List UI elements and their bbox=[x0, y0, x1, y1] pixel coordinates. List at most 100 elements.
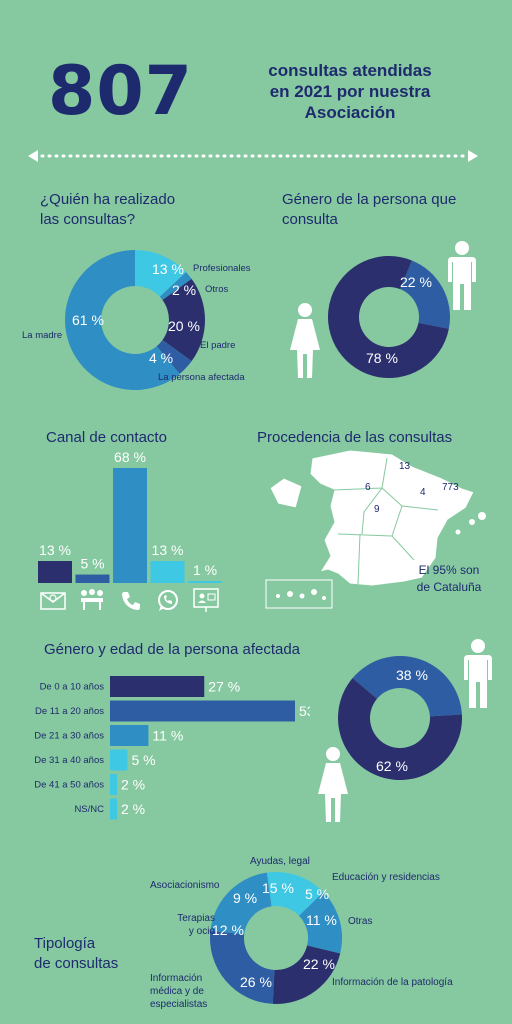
map-number: 4 bbox=[420, 487, 426, 498]
title-line: Género de la persona que bbox=[282, 191, 457, 208]
section-title-tipologia: Tipología de consultas bbox=[34, 934, 118, 974]
pct-label: 62 % bbox=[376, 758, 408, 774]
donut-slice bbox=[304, 909, 342, 954]
section-title-procedencia: Procedencia de las consultas bbox=[257, 429, 453, 446]
pct-label: 12 % bbox=[212, 922, 244, 938]
bar-chart-edad: De 0 a 10 años 27 % De 11 a 20 años 53 % De … bbox=[34, 676, 310, 820]
pct-label: 5 % bbox=[305, 886, 330, 902]
bar-value-label: 13 % bbox=[39, 542, 71, 558]
bar bbox=[75, 574, 110, 583]
donut-slice bbox=[338, 678, 462, 780]
bar bbox=[110, 725, 149, 746]
note-line: de Cataluña bbox=[416, 580, 482, 594]
bar-category-label: De 21 a 30 años bbox=[34, 731, 104, 742]
video-call-icon bbox=[193, 588, 219, 612]
donut-chart-edad bbox=[338, 656, 462, 780]
pct-label: 15 % bbox=[262, 880, 294, 896]
slice-label: Terapias y ocio bbox=[177, 913, 215, 937]
donut-slice bbox=[162, 278, 205, 362]
section-title-edad: Género y edad de la persona afectada bbox=[44, 641, 301, 658]
bar bbox=[110, 700, 295, 722]
bar-category-label: De 0 a 10 años bbox=[40, 682, 105, 693]
title-line: Tipología bbox=[34, 935, 96, 952]
pct-label: 22 % bbox=[400, 274, 432, 290]
donut-slice bbox=[159, 272, 192, 301]
meeting-icon bbox=[81, 589, 103, 610]
phone-icon bbox=[122, 592, 140, 610]
bar-category-label: De 41 a 50 años bbox=[34, 780, 104, 791]
bar-value-label: 1 % bbox=[193, 562, 217, 578]
bar-value-label: 2 % bbox=[121, 777, 145, 793]
donut-slice bbox=[352, 656, 462, 717]
slice-label: Asociacionismo bbox=[150, 880, 220, 891]
male-icon bbox=[464, 639, 492, 708]
pct-label: 9 % bbox=[233, 890, 258, 906]
pct-label: 20 % bbox=[168, 318, 200, 334]
donut-slice bbox=[299, 892, 336, 924]
pct-label: 4 % bbox=[149, 350, 174, 366]
bar-value-label: 53 % bbox=[299, 703, 310, 719]
bar-category-label: De 11 a 20 años bbox=[35, 706, 104, 717]
email-icon bbox=[40, 592, 66, 610]
pct-label: 22 % bbox=[303, 956, 335, 972]
title-line: ¿Quién ha realizado bbox=[40, 191, 176, 208]
pct-label: 13 % bbox=[152, 261, 184, 277]
bar-value-label: 2 % bbox=[121, 801, 145, 817]
note-line: El 95% son bbox=[418, 563, 480, 577]
slice-label: Información de la patología bbox=[332, 977, 453, 988]
section-title-canal: Canal de contacto bbox=[46, 429, 167, 446]
bar-category-label: De 31 a 40 años bbox=[34, 755, 104, 766]
donut-slice bbox=[233, 872, 272, 914]
donut-slice bbox=[65, 250, 180, 390]
female-icon bbox=[318, 747, 348, 822]
donut-chart-genero bbox=[328, 256, 450, 378]
bar-chart-canal: 13 % 5 % 68 % 13 % 1 % bbox=[38, 449, 222, 583]
bar bbox=[110, 774, 117, 795]
pct-label: 11 % bbox=[306, 912, 337, 928]
dotted-arrow-divider bbox=[28, 150, 478, 162]
donut-slice bbox=[266, 872, 324, 916]
arrow-left-icon bbox=[28, 150, 38, 162]
donut-slice bbox=[400, 260, 450, 329]
pct-label: 78 % bbox=[366, 350, 398, 366]
headline-line: en 2021 por nuestra bbox=[269, 82, 431, 101]
slice-label: Otros bbox=[205, 284, 229, 295]
headline-line: Asociación bbox=[304, 103, 396, 122]
procedencia-note: El 95% son de Cataluña bbox=[404, 562, 494, 596]
bar-value-label: 5 % bbox=[131, 752, 155, 768]
slice-label: Otras bbox=[348, 916, 373, 927]
section-title-genero: Género de la persona que consulta bbox=[282, 190, 456, 230]
bar bbox=[110, 749, 128, 771]
whatsapp-icon bbox=[158, 590, 178, 611]
slice-label: Información médica y de especialistas bbox=[150, 973, 208, 1010]
slice-label: Profesionales bbox=[193, 263, 251, 274]
donut-slice bbox=[135, 250, 187, 297]
pct-label: 26 % bbox=[240, 974, 272, 990]
donut-slice bbox=[156, 339, 192, 374]
map-number: 773 bbox=[442, 482, 459, 493]
pct-label: 38 % bbox=[396, 667, 428, 683]
map-number: 6 bbox=[365, 482, 371, 493]
donut-slice bbox=[210, 887, 256, 935]
male-icon bbox=[448, 241, 476, 310]
headline-line: consultas atendidas bbox=[268, 61, 432, 80]
bar-category-label: NS/NC bbox=[74, 804, 104, 815]
bar bbox=[150, 561, 185, 583]
spain-map: 13 6 4 773 9 bbox=[265, 449, 486, 609]
slice-label: La madre bbox=[22, 330, 63, 341]
title-line: las consultas? bbox=[40, 211, 136, 228]
slice-label: Ayudas, legal bbox=[250, 856, 310, 867]
bar-value-label: 5 % bbox=[80, 556, 104, 572]
bar bbox=[113, 468, 147, 583]
bar bbox=[188, 581, 222, 583]
title-line: de consultas bbox=[34, 955, 119, 972]
title-line: consulta bbox=[282, 211, 338, 228]
donut-slice bbox=[272, 945, 341, 1004]
map-number: 13 bbox=[399, 461, 411, 472]
bar bbox=[38, 561, 72, 583]
map-number: 9 bbox=[374, 504, 380, 515]
headline-text: consultas atendidas en 2021 por nuestra … bbox=[240, 60, 460, 123]
donut-chart-tipologia bbox=[210, 872, 342, 1004]
donut-slice bbox=[210, 930, 275, 1004]
bar bbox=[110, 798, 117, 820]
